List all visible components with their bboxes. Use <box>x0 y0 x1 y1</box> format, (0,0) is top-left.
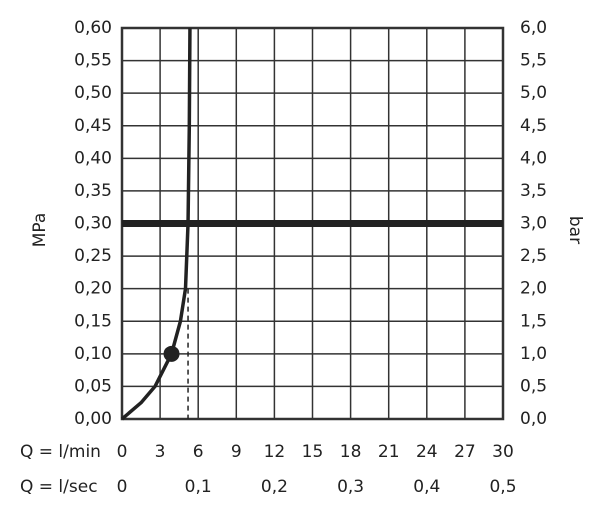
y2-tick-label: 4,0 <box>520 148 547 168</box>
y2-tick-label: 1,0 <box>520 344 547 364</box>
y2-tick-label: 5,5 <box>520 51 547 71</box>
y2-tick-label: 0,5 <box>520 376 547 396</box>
x2-tick-label: 0,3 <box>337 477 364 497</box>
x-tick-label: 0 <box>117 442 128 462</box>
y2-tick-label: 4,5 <box>520 116 547 136</box>
x2-tick-label: 0,4 <box>413 477 440 497</box>
x-tick-label: 12 <box>264 442 286 462</box>
y-tick-label: 0,35 <box>74 181 112 201</box>
y-tick-label: 0,20 <box>74 279 112 299</box>
y2-tick-label: 3,0 <box>520 214 547 234</box>
x2-tick-label: 0 <box>117 477 128 497</box>
x2-tick-label: 0,2 <box>261 477 288 497</box>
y-tick-label: 0,60 <box>74 18 112 38</box>
x2-tick-label: 0,1 <box>185 477 212 497</box>
y-tick-label: 0,40 <box>74 148 112 168</box>
y-tick-label: 0,10 <box>74 344 112 364</box>
x-tick-label: 3 <box>155 442 166 462</box>
y-axis-label: MPa <box>30 213 50 248</box>
x-tick-label: 30 <box>492 442 514 462</box>
x-axis-label: Q = l/min <box>20 442 101 462</box>
y2-tick-label: 2,5 <box>520 246 547 266</box>
y-tick-label: 0,45 <box>74 116 112 136</box>
x-tick-label: 15 <box>302 442 324 462</box>
x-tick-label: 27 <box>454 442 476 462</box>
marker <box>163 345 180 362</box>
y2-tick-label: 5,0 <box>520 83 547 103</box>
y2-tick-label: 2,0 <box>520 279 547 299</box>
y-tick-label: 0,25 <box>74 246 112 266</box>
y2-tick-label: 6,0 <box>520 18 547 38</box>
y-tick-label: 0,00 <box>74 409 112 429</box>
x-tick-label: 21 <box>378 442 400 462</box>
y2-tick-label: 1,5 <box>520 311 547 331</box>
curve <box>120 27 192 421</box>
y-tick-label: 0,30 <box>74 214 112 234</box>
x2-tick-label: 0,5 <box>489 477 516 497</box>
y-tick-label: 0,05 <box>74 376 112 396</box>
y-tick-label: 0,50 <box>74 83 112 103</box>
y2-axis-label: bar <box>565 216 585 244</box>
x-tick-label: 6 <box>193 442 204 462</box>
y-tick-label: 0,55 <box>74 51 112 71</box>
y-tick-label: 0,15 <box>74 311 112 331</box>
y2-tick-label: 0,0 <box>520 409 547 429</box>
y2-tick-label: 3,5 <box>520 181 547 201</box>
x-tick-label: 18 <box>340 442 362 462</box>
x-tick-label: 9 <box>231 442 242 462</box>
x-tick-label: 24 <box>416 442 438 462</box>
x2-axis-label: Q = l/sec <box>20 477 98 497</box>
